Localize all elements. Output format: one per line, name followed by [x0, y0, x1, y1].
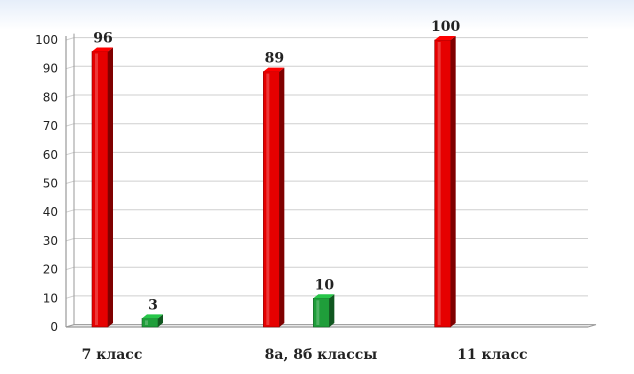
- bar-highlight: [437, 42, 441, 325]
- x-category-label: 7 класс: [82, 347, 143, 363]
- y-tick-label: 30: [43, 234, 58, 248]
- gridline-depth: [65, 123, 75, 127]
- y-tick-label: 10: [43, 291, 58, 305]
- x-category-label: 8а, 8б классы: [265, 347, 378, 363]
- gridline-depth: [65, 266, 75, 271]
- gridline-depth: [65, 238, 75, 242]
- bar-side: [108, 47, 113, 327]
- y-tick-label: 100: [35, 33, 58, 47]
- gridline-depth: [65, 209, 75, 213]
- bar: [313, 297, 330, 328]
- bar: [263, 71, 280, 328]
- bar-top: [142, 314, 163, 319]
- gridline-depth: [65, 94, 75, 98]
- y-tick-label: 40: [43, 205, 58, 219]
- y-tick-label: 70: [43, 119, 58, 133]
- bar-highlight: [95, 53, 98, 325]
- bar-side: [450, 36, 456, 327]
- data-label: 89: [265, 51, 284, 67]
- y-tick-label: 90: [43, 62, 58, 76]
- bar-highlight: [145, 320, 148, 325]
- gridline-depth: [65, 151, 75, 156]
- gridline-depth: [65, 180, 75, 184]
- gridline-depth: [65, 37, 75, 41]
- data-label: 3: [148, 297, 158, 313]
- labels-layer: 96 3 7 класс 89 10 8а, 8б классы 100 11 класс: [82, 19, 528, 363]
- x-category-label: 11 класс: [457, 347, 527, 363]
- bar: [434, 39, 451, 328]
- y-tick-label: 60: [43, 148, 58, 162]
- gridline-depth: [65, 295, 75, 299]
- y-tick-label: 0: [50, 320, 58, 334]
- bar: [91, 51, 109, 328]
- data-label: 100: [431, 19, 460, 35]
- data-label: 96: [93, 30, 112, 46]
- bar-top: [92, 47, 113, 52]
- bar-side: [329, 294, 335, 327]
- bar-highlight: [316, 300, 320, 325]
- bar-side: [279, 67, 285, 327]
- bar-top: [263, 67, 285, 72]
- y-tick-label: 50: [43, 177, 58, 191]
- bar-side: [158, 314, 163, 327]
- y-tick-label: 80: [43, 90, 58, 104]
- bar-top: [313, 294, 335, 299]
- y-tick-label: 20: [43, 263, 58, 277]
- bars-layer: [91, 36, 456, 328]
- bar-top: [434, 36, 456, 40]
- gridline-depth: [65, 65, 75, 70]
- data-label: 10: [315, 277, 335, 293]
- background-band: [0, 0, 634, 30]
- bar-highlight: [266, 73, 270, 325]
- bar: [141, 318, 159, 328]
